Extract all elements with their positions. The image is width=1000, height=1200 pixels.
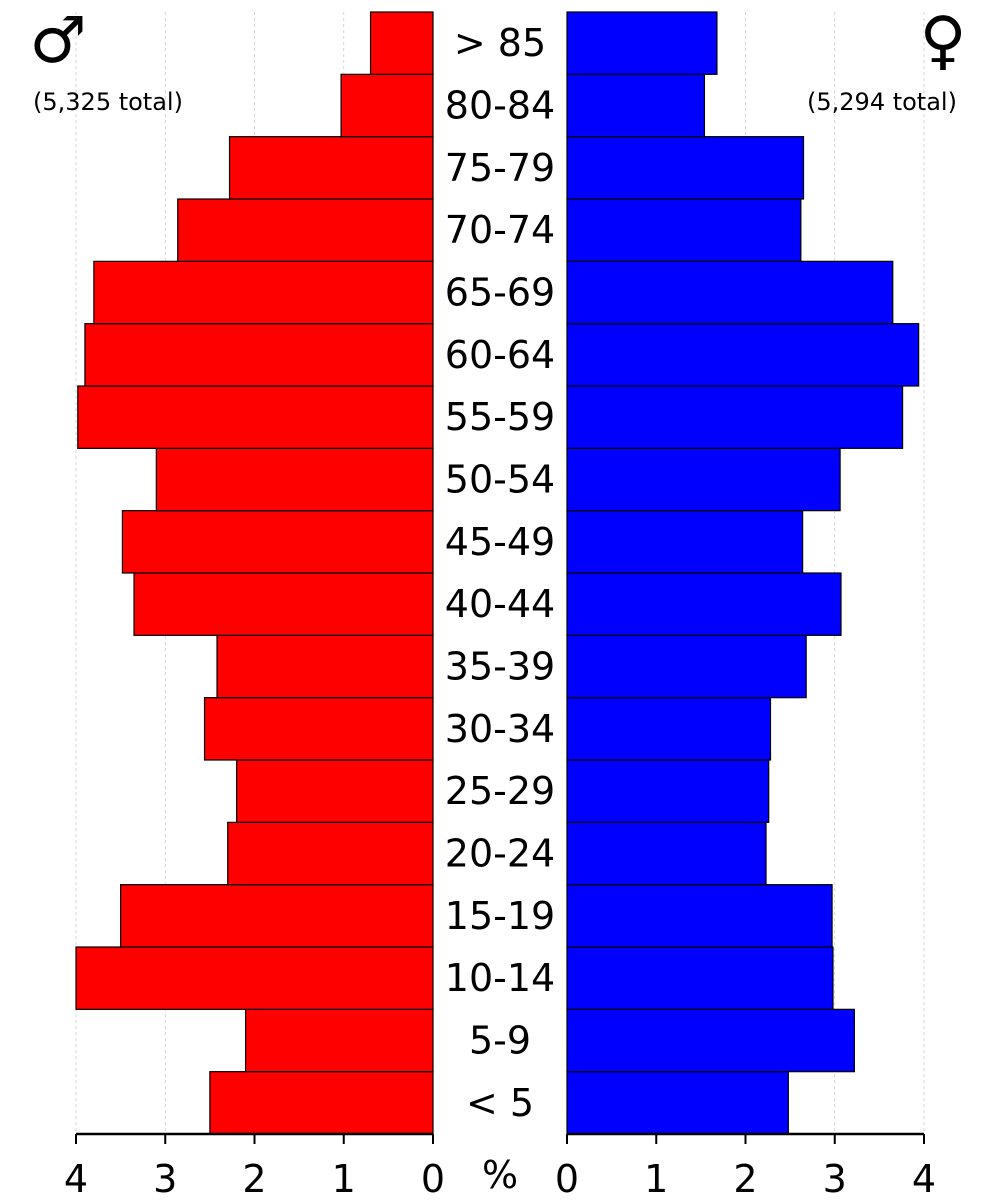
female-bar — [566, 447, 841, 512]
age-group-label: 10-14 — [445, 956, 555, 1000]
male-bar — [216, 634, 434, 699]
age-group-label: 65-69 — [445, 271, 555, 315]
male-bar — [203, 697, 434, 761]
age-group-label: 25-29 — [445, 769, 555, 813]
female-bar — [566, 510, 804, 574]
male-bar — [133, 572, 434, 636]
x-axis-unit-label: % — [482, 1153, 518, 1197]
age-group-label: > 85 — [454, 21, 546, 65]
female-bar — [566, 1071, 789, 1135]
x-tick-label: 4 — [64, 1157, 88, 1200]
x-tick-label: 0 — [421, 1157, 445, 1200]
male-symbol-icon: ♂ — [29, 4, 86, 78]
male-bar — [340, 73, 434, 138]
female-bar — [566, 1008, 855, 1073]
age-group-labels: < 5 5-9 10-14 15-19 20-24 25-29 30-34 35-39 40-4… — [445, 21, 555, 1125]
female-bar — [566, 946, 834, 1010]
male-bar — [155, 447, 434, 512]
male-bars — [75, 11, 434, 1135]
x-tick-label: 3 — [153, 1157, 177, 1200]
male-bar — [177, 198, 434, 262]
age-group-label: 45-49 — [445, 520, 555, 564]
male-bar — [93, 260, 434, 325]
age-group-label: 30-34 — [445, 707, 555, 751]
age-group-label: 35-39 — [445, 645, 555, 689]
x-tick-label: 1 — [644, 1157, 668, 1200]
female-bar — [566, 198, 802, 262]
male-bar — [236, 759, 434, 823]
male-bar — [84, 323, 434, 387]
male-total-label: (5,325 total) — [33, 88, 183, 116]
female-bar — [566, 11, 718, 75]
age-group-label: 80-84 — [445, 84, 555, 128]
age-group-label: 20-24 — [445, 832, 555, 876]
x-tick-label: 3 — [823, 1157, 847, 1200]
male-bar — [120, 884, 434, 948]
male-bar — [121, 510, 434, 574]
female-bar — [566, 572, 842, 636]
age-group-label: 75-79 — [445, 146, 555, 190]
female-bar — [566, 759, 770, 823]
x-tick-labels: 4 3 2 1 0 0 1 2 3 4 — [64, 1134, 936, 1200]
age-group-label: 55-59 — [445, 395, 555, 439]
female-bars — [566, 11, 920, 1135]
age-group-label: 50-54 — [445, 458, 555, 502]
male-bar — [227, 821, 434, 886]
male-bar — [228, 136, 434, 200]
age-group-label: 40-44 — [445, 582, 555, 626]
female-symbol-icon: ♀ — [920, 4, 967, 78]
age-group-label: 5-9 — [469, 1019, 531, 1063]
female-bar — [566, 697, 772, 761]
male-bar — [244, 1008, 434, 1073]
x-tick-label: 2 — [242, 1157, 266, 1200]
age-group-label: 70-74 — [445, 208, 555, 252]
male-bar — [209, 1071, 434, 1135]
age-group-label: < 5 — [466, 1081, 534, 1125]
female-total-label: (5,294 total) — [807, 88, 957, 116]
female-bar — [566, 73, 706, 138]
female-bar — [566, 260, 894, 325]
x-tick-label: 2 — [733, 1157, 757, 1200]
male-bar — [77, 385, 434, 449]
female-bar — [566, 385, 904, 449]
age-group-label: 15-19 — [445, 894, 555, 938]
male-bar — [75, 946, 434, 1010]
age-group-label: 60-64 — [445, 333, 555, 377]
x-tick-label: 1 — [332, 1157, 356, 1200]
female-bar — [566, 634, 807, 699]
male-bar — [369, 11, 434, 75]
x-tick-label: 4 — [912, 1157, 936, 1200]
x-tick-label: 0 — [555, 1157, 579, 1200]
female-bar — [566, 821, 767, 886]
female-bar — [566, 884, 833, 948]
female-bar — [566, 136, 805, 200]
female-bar — [566, 323, 920, 387]
